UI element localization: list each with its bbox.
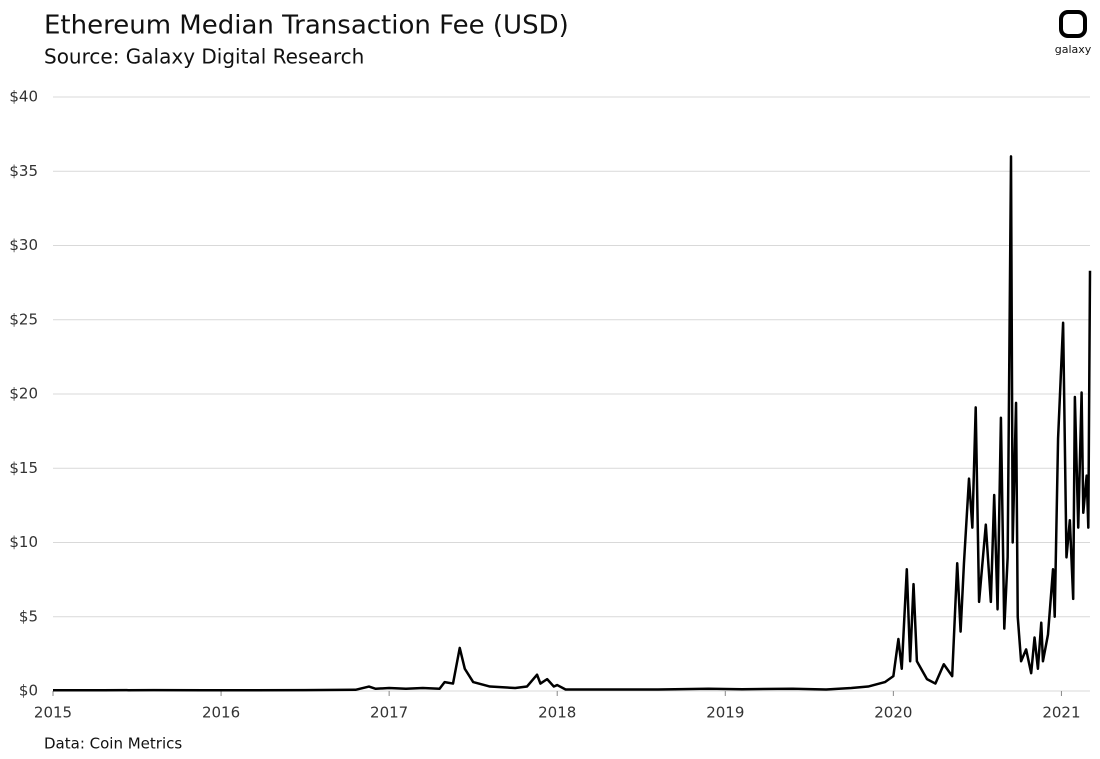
logo-icon: [1059, 10, 1087, 38]
chart-title: Ethereum Median Transaction Fee (USD): [44, 11, 569, 41]
x-tick-label: 2019: [706, 704, 744, 722]
x-tick-label: 2020: [874, 704, 912, 722]
logo-text: galaxy: [1055, 43, 1092, 56]
y-tick-label: $25: [9, 310, 38, 328]
x-tick-label: 2021: [1042, 704, 1080, 722]
x-tick-label: 2017: [370, 704, 408, 722]
x-tick-label: 2018: [538, 704, 576, 722]
data-source: Data: Coin Metrics: [44, 735, 182, 753]
y-tick-label: $20: [9, 385, 38, 403]
x-tick-label: 2016: [202, 704, 240, 722]
y-tick-label: $40: [9, 88, 38, 106]
y-tick-label: $5: [19, 607, 38, 625]
y-tick-label: $30: [9, 236, 38, 254]
y-tick-label: $35: [9, 162, 38, 180]
y-tick-label: $15: [9, 459, 38, 477]
data-line: [53, 155, 1092, 692]
y-tick-label: $10: [9, 533, 38, 551]
chart-subtitle: Source: Galaxy Digital Research: [44, 45, 364, 69]
x-tick-label: 2015: [34, 704, 72, 722]
y-tick-label: $0: [19, 682, 38, 700]
